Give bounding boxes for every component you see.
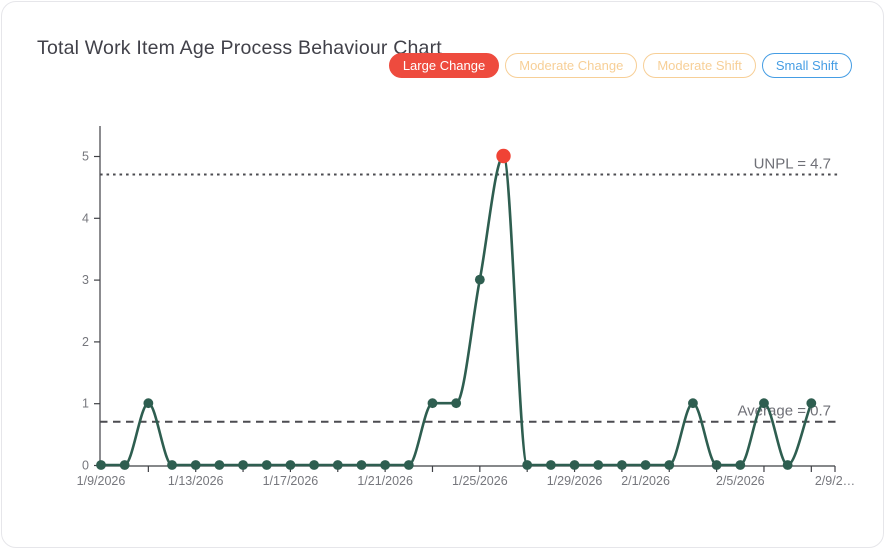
y-tick-label: 5: [82, 150, 89, 164]
series-line: [101, 156, 811, 465]
data-point[interactable]: [451, 398, 461, 408]
data-point[interactable]: [428, 398, 438, 408]
data-point[interactable]: [688, 398, 698, 408]
data-point[interactable]: [617, 460, 627, 470]
data-point[interactable]: [333, 460, 343, 470]
y-tick-label: 3: [82, 273, 89, 287]
data-point[interactable]: [143, 398, 153, 408]
data-point[interactable]: [712, 460, 722, 470]
unpl-label: UNPL = 4.7: [754, 156, 831, 173]
x-tick-label: 1/21/2026: [357, 474, 413, 488]
y-tick-label: 4: [82, 211, 89, 225]
x-tick-label: 2/1/2026: [621, 474, 670, 488]
average-label: Average = 0.7: [737, 403, 831, 420]
x-tick-label: 2/5/2026: [716, 474, 765, 488]
y-tick-label: 0: [82, 459, 89, 473]
data-point[interactable]: [309, 460, 319, 470]
data-point[interactable]: [546, 460, 556, 470]
data-point[interactable]: [120, 460, 130, 470]
data-point[interactable]: [641, 460, 651, 470]
x-tick-label: 1/29/2026: [547, 474, 603, 488]
x-tick-label: 1/17/2026: [263, 474, 319, 488]
data-point[interactable]: [735, 460, 745, 470]
highlight-point[interactable]: [496, 149, 510, 163]
data-point[interactable]: [522, 460, 532, 470]
x-tick-label: 1/9/2026: [77, 474, 126, 488]
data-point[interactable]: [783, 460, 793, 470]
data-point[interactable]: [380, 460, 390, 470]
y-tick-label: 1: [82, 397, 89, 411]
data-point[interactable]: [357, 460, 367, 470]
x-tick-label: 1/13/2026: [168, 474, 224, 488]
data-point[interactable]: [167, 460, 177, 470]
data-point[interactable]: [664, 460, 674, 470]
data-point[interactable]: [191, 460, 201, 470]
axes: [100, 126, 835, 466]
data-point[interactable]: [759, 398, 769, 408]
data-point[interactable]: [262, 460, 272, 470]
data-point[interactable]: [404, 460, 414, 470]
x-tick-label: 1/25/2026: [452, 474, 508, 488]
y-tick-label: 2: [82, 335, 89, 349]
data-point[interactable]: [214, 460, 224, 470]
x-tick-label: 2/9/2…: [815, 474, 855, 488]
data-point[interactable]: [286, 460, 296, 470]
data-point[interactable]: [570, 460, 580, 470]
data-point[interactable]: [475, 275, 485, 285]
data-point[interactable]: [238, 460, 248, 470]
data-point[interactable]: [96, 460, 106, 470]
data-point[interactable]: [806, 398, 816, 408]
data-point[interactable]: [593, 460, 603, 470]
